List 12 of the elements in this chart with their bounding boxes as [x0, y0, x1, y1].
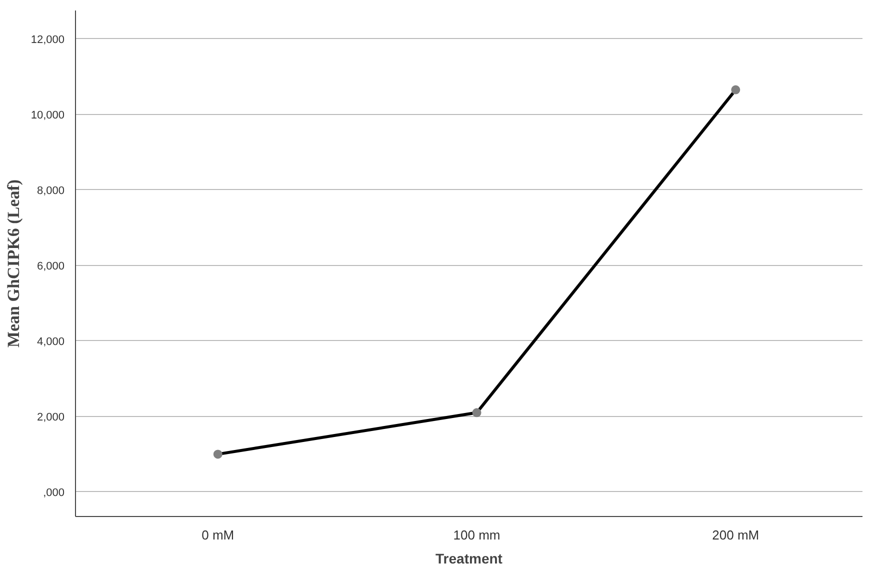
y-tick-label: 10,000 — [30, 109, 65, 122]
y-tick-label: 12,000 — [30, 34, 65, 46]
x-tick-label: 100 mm — [453, 528, 500, 542]
x-tick-label: 0 mM — [202, 528, 234, 542]
x-axis-title: Treatment — [436, 550, 503, 566]
y-axis-title: Mean GhCIPK6 (Leaf) — [4, 179, 23, 348]
y-tick-label: 8,000 — [36, 184, 65, 197]
y-tick-label: ,000 — [43, 486, 65, 499]
y-tick-label: 2,000 — [36, 411, 65, 424]
y-tick-label: 4,000 — [36, 336, 65, 348]
y-tick-label: 6,000 — [36, 260, 65, 272]
x-tick-label: 200 mM — [712, 528, 760, 542]
